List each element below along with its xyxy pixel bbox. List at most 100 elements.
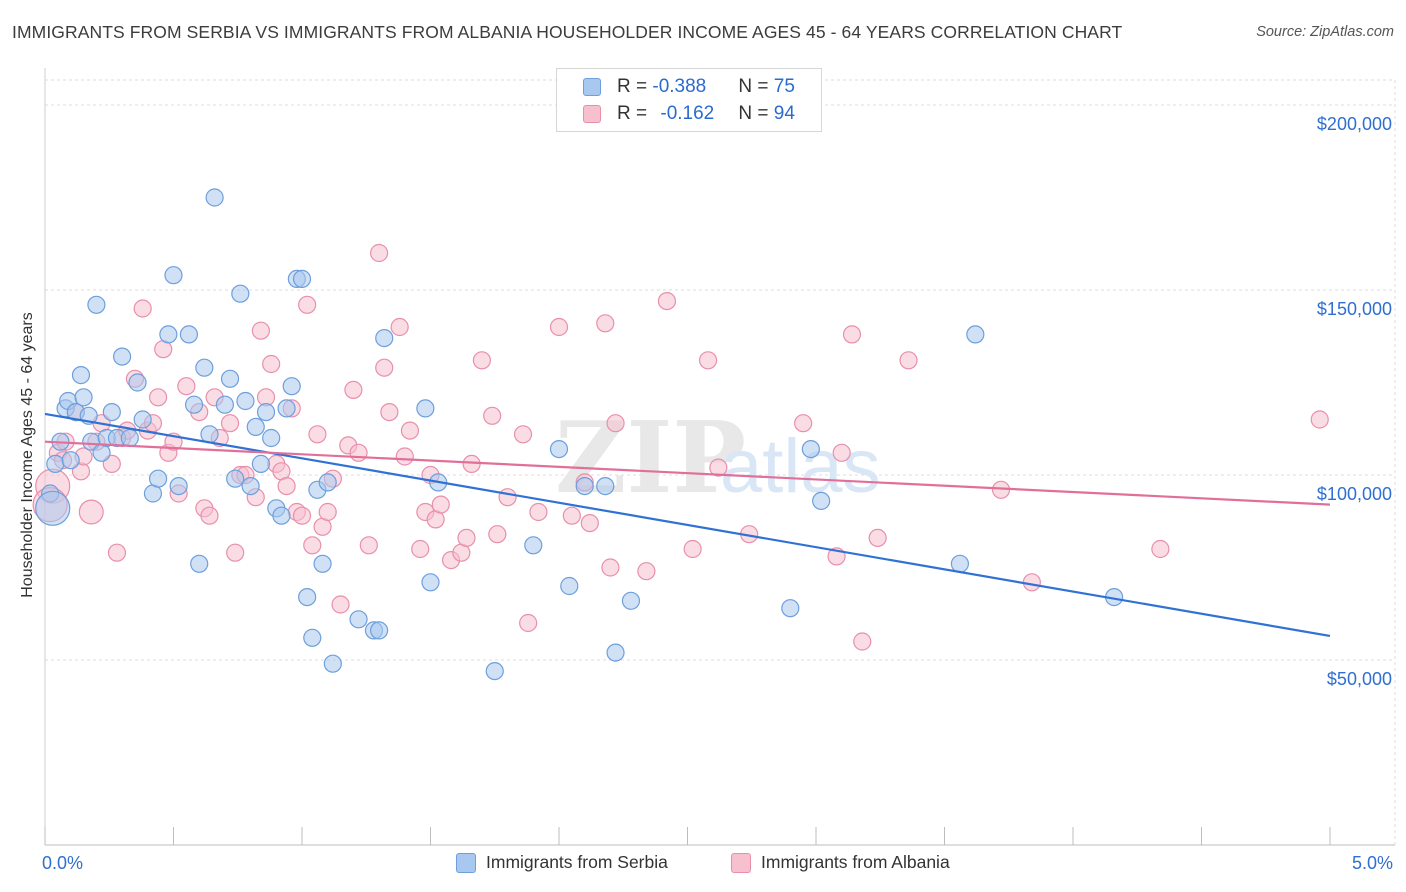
albania-point xyxy=(251,321,270,340)
serbia-point xyxy=(74,388,93,407)
albania-point xyxy=(842,325,862,344)
albania-point xyxy=(709,458,728,477)
albania-point xyxy=(580,513,599,533)
serbia-point xyxy=(966,325,985,344)
serbia-point xyxy=(220,369,240,388)
albania-point xyxy=(226,543,245,562)
serbia-point xyxy=(621,591,641,610)
albania-point xyxy=(292,506,312,525)
albania-point xyxy=(498,488,517,507)
serbia-point xyxy=(323,654,342,673)
serbia-point xyxy=(61,451,80,470)
bottom-legend-swatch-serbia xyxy=(456,852,476,873)
albania-point xyxy=(488,525,507,544)
albania-point xyxy=(683,539,702,559)
serbia-point xyxy=(231,284,250,303)
albania-point xyxy=(107,543,127,562)
source-label: Source: ZipAtlas.com xyxy=(1256,24,1394,40)
serbia-point xyxy=(596,477,615,496)
albania-point xyxy=(148,388,168,407)
albania-point xyxy=(303,536,322,555)
serbia-point xyxy=(256,403,276,422)
serbia-point xyxy=(205,188,224,207)
serbia-point xyxy=(606,643,625,662)
albania-point xyxy=(200,506,219,525)
bottom-legend-label-serbia: Immigrants from Serbia xyxy=(486,852,668,872)
points-layer xyxy=(32,188,1329,681)
y-tick-label: $100,000 xyxy=(1317,484,1392,504)
legend-r-label-serbia: R = xyxy=(617,76,653,97)
legend-r-value-serbia: -0.388 xyxy=(652,76,707,97)
bottom-legend-serbia: Immigrants from Serbia xyxy=(456,852,668,873)
albania-point xyxy=(472,351,491,370)
serbia-point xyxy=(71,366,91,385)
albania-point xyxy=(853,632,872,651)
serbia-point xyxy=(190,554,209,573)
albania-point xyxy=(549,317,569,337)
albania-point xyxy=(349,443,368,462)
serbia-point xyxy=(370,621,389,640)
serbia-point xyxy=(375,329,394,348)
y-tick-label: $50,000 xyxy=(1327,669,1392,689)
axis-layer xyxy=(44,68,1395,846)
serbia-point xyxy=(112,347,132,366)
serbia-point xyxy=(133,410,152,429)
serbia-point xyxy=(560,576,579,596)
serbia-point xyxy=(87,295,106,314)
serbia-point xyxy=(35,490,71,526)
serbia-point xyxy=(282,377,301,396)
legend-n-value-serbia: 75 xyxy=(773,76,795,97)
serbia-point xyxy=(236,391,255,411)
albania-point xyxy=(457,528,476,548)
albania-point xyxy=(637,562,656,581)
albania-point xyxy=(529,502,548,522)
watermark-atlas: atlas xyxy=(720,424,881,509)
watermark-zip: ZIP xyxy=(555,401,746,516)
albania-point xyxy=(519,613,538,633)
albania-point xyxy=(380,403,399,422)
albania-point xyxy=(318,502,337,522)
label-layer: $50,000 $100,000 $150,000 $200,000 0.0% 5.0% xyxy=(42,114,1393,873)
serbia-point xyxy=(148,469,168,488)
serbia-point xyxy=(46,454,65,473)
albania-point xyxy=(657,292,677,311)
serbia-point xyxy=(950,554,970,573)
legend-r-value-albania: -0.162 xyxy=(660,103,715,124)
albania-point xyxy=(344,380,363,399)
albania-point xyxy=(400,421,420,440)
serbia-point xyxy=(524,536,543,555)
serbia-point xyxy=(169,477,188,496)
albania-point xyxy=(832,443,851,462)
bottom-legend-label-albania: Immigrants from Albania xyxy=(761,852,950,872)
albania-point xyxy=(220,414,240,433)
serbia-point xyxy=(120,428,139,448)
albania-point xyxy=(1310,410,1329,429)
albania-point xyxy=(390,317,409,337)
legend-swatch-serbia xyxy=(583,78,601,96)
serbia-point xyxy=(277,399,296,418)
serbia-point xyxy=(128,373,147,392)
serbia-point xyxy=(262,428,281,448)
albania-point xyxy=(601,558,620,577)
serbia-point xyxy=(298,587,317,607)
trend-layer xyxy=(44,412,1331,638)
serbia-point xyxy=(812,491,831,510)
serbia-point xyxy=(241,477,260,496)
albania-point xyxy=(298,295,317,314)
y-tick-label: $200,000 xyxy=(1317,114,1392,134)
x-tick-label: 5.0% xyxy=(1352,853,1393,873)
serbia-point xyxy=(164,266,183,285)
albania-trend-line xyxy=(44,440,1331,506)
serbia-point xyxy=(159,325,178,344)
legend-n-label-serbia: N = xyxy=(738,76,774,97)
albania-point xyxy=(411,539,430,559)
serbia-point xyxy=(179,325,199,344)
serbia-point xyxy=(349,610,368,629)
albania-point xyxy=(596,314,615,333)
serbia-point xyxy=(313,554,332,573)
serbia-point xyxy=(226,469,245,488)
albania-point xyxy=(794,414,813,433)
albania-point xyxy=(698,351,718,370)
albania-point xyxy=(370,243,389,263)
